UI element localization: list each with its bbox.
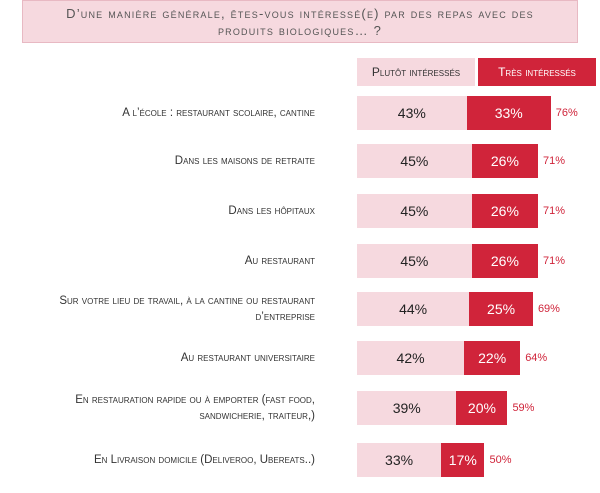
value-label-tres: 33% — [494, 105, 523, 121]
value-label-plutot: 39% — [392, 400, 421, 416]
total-label: 71% — [543, 205, 566, 217]
bar-tres-interesses: 20% — [456, 391, 508, 425]
value-label-plutot: 33% — [385, 452, 414, 468]
bar-tres-interesses: 22% — [464, 341, 521, 375]
value-label-tres: 25% — [487, 301, 516, 317]
legend-plutot-interesses: Plutôt intéressés — [357, 58, 475, 86]
bar-tres-interesses: 25% — [469, 292, 533, 326]
value-label-tres: 22% — [478, 350, 507, 366]
value-label-tres: 26% — [490, 253, 519, 269]
category-label: Sur votre lieu de travail, à la cantine … — [59, 295, 315, 323]
value-label-tres: 20% — [467, 400, 496, 416]
bar-plutot-interesses: 45% — [357, 194, 472, 228]
total-label: 76% — [555, 107, 578, 119]
category-label: Au restaurant — [244, 255, 315, 267]
value-label-tres: 17% — [448, 452, 477, 468]
total-label: 50% — [489, 454, 512, 466]
category-label: Dans les hôpitaux — [228, 205, 315, 217]
bar-plutot-interesses: 45% — [357, 144, 472, 178]
chart-title: D’une manière générale, êtes-vous intére… — [22, 0, 578, 43]
total-label: 59% — [512, 402, 535, 414]
value-label-tres: 26% — [490, 153, 519, 169]
legend-tres-interesses: Très intéressés — [478, 58, 596, 86]
bar-plutot-interesses: 44% — [357, 292, 470, 326]
bar-tres-interesses: 26% — [471, 194, 539, 228]
bar-plutot-interesses: 42% — [357, 341, 465, 375]
value-label-tres: 26% — [490, 203, 519, 219]
bar-plutot-interesses: 43% — [357, 96, 467, 130]
bar-tres-interesses: 26% — [471, 144, 539, 178]
bar-plutot-interesses: 45% — [357, 244, 472, 278]
bar-plutot-interesses: 33% — [357, 443, 442, 477]
value-label-plutot: 45% — [400, 203, 429, 219]
bar-tres-interesses: 33% — [466, 96, 551, 130]
total-label: 71% — [543, 255, 566, 267]
category-label: Au restaurant universitaire — [180, 352, 315, 364]
total-label: 69% — [537, 303, 560, 315]
value-label-plutot: 44% — [399, 301, 428, 317]
bar-plutot-interesses: 39% — [357, 391, 457, 425]
bar-tres-interesses: 17% — [441, 443, 485, 477]
bar-tres-interesses: 26% — [471, 244, 539, 278]
value-label-plutot: 45% — [400, 153, 429, 169]
category-label: A l’école : restaurant scolaire, cantine — [122, 107, 315, 119]
total-label: 64% — [525, 352, 548, 364]
value-label-plutot: 43% — [397, 105, 426, 121]
category-label: En Livraison domicile (Deliveroo, Uberea… — [93, 454, 315, 466]
total-label: 71% — [543, 155, 566, 167]
value-label-plutot: 42% — [396, 350, 425, 366]
value-label-plutot: 45% — [400, 253, 429, 269]
category-label: Dans les maisons de retraite — [174, 155, 315, 167]
category-label: En restauration rapide ou à emporter (fa… — [75, 394, 315, 422]
